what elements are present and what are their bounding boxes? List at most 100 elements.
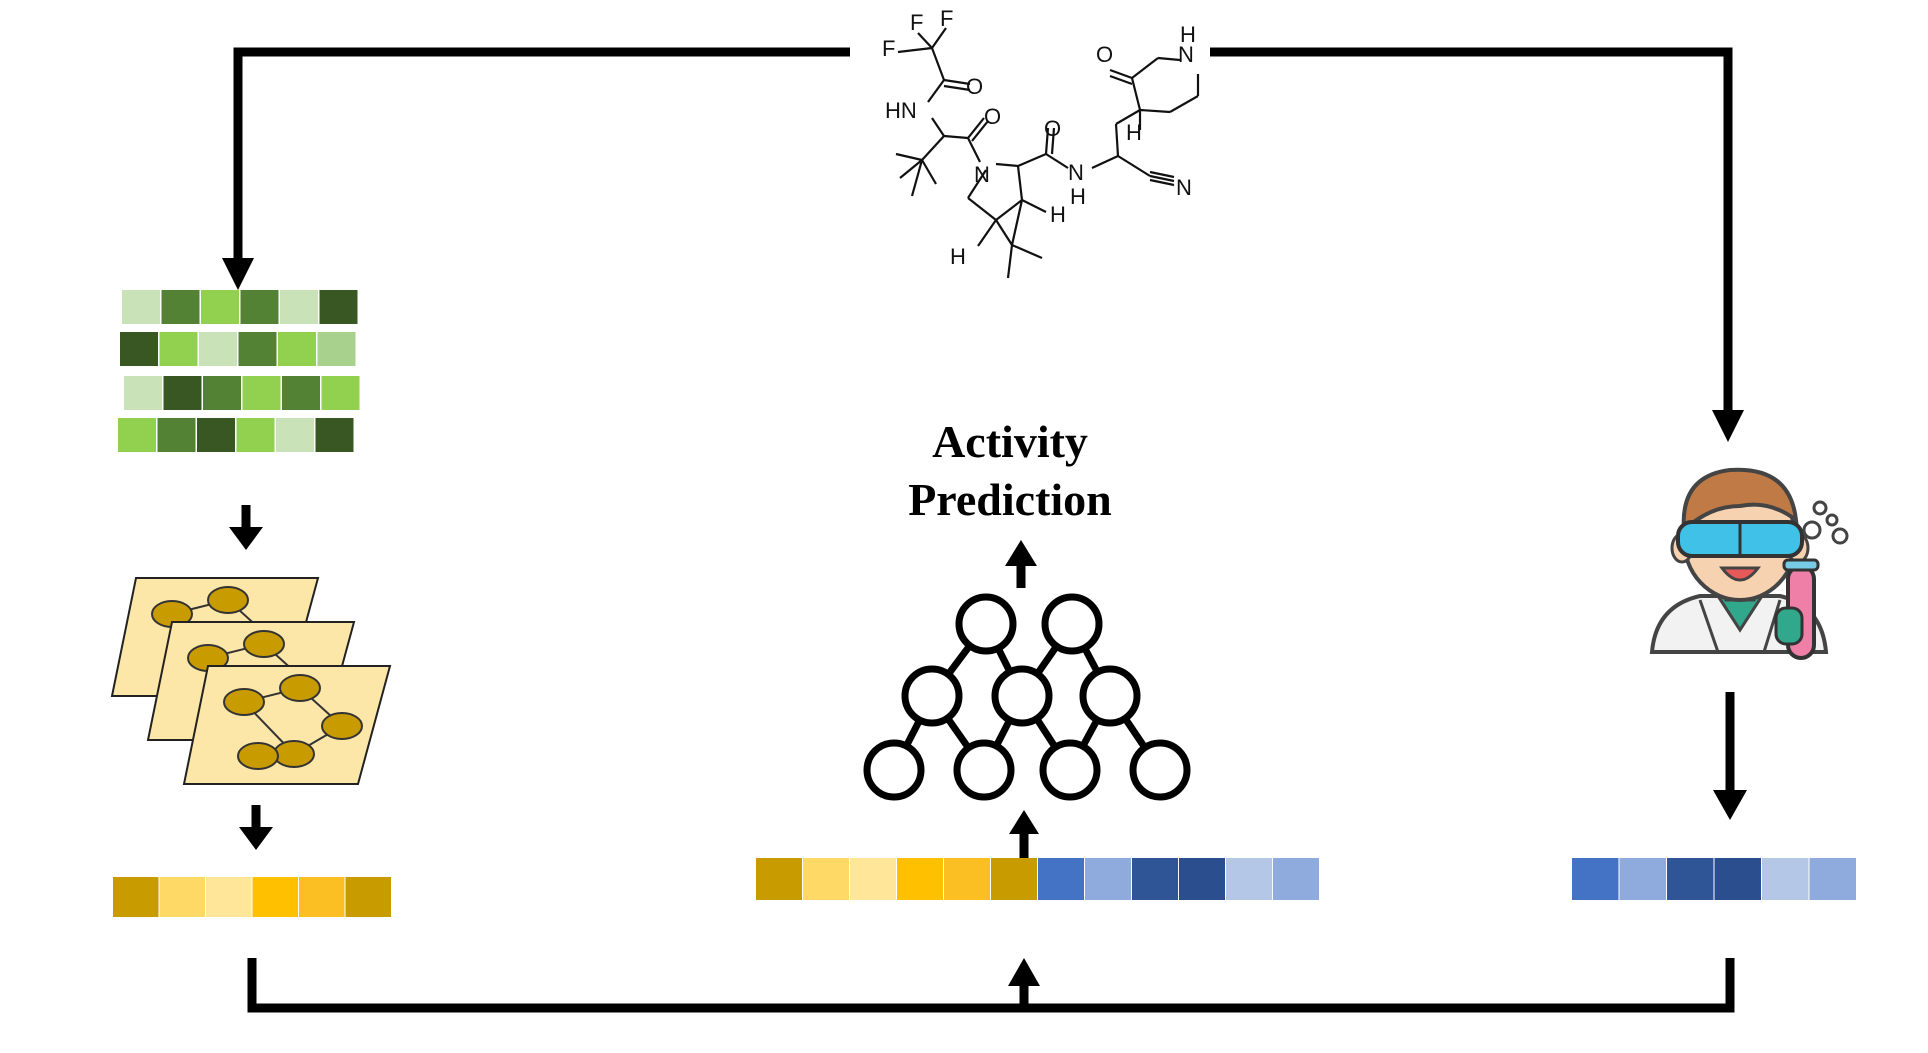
combined-embedding-vector <box>756 858 1319 900</box>
atom-label-o3: O <box>1044 116 1061 141</box>
graph-node <box>207 586 249 614</box>
embedding-cell <box>206 877 252 917</box>
arrow-head-to-scientist <box>1712 410 1744 442</box>
atom-label-n-nitrile: N <box>1176 175 1192 200</box>
graph-embedding-vector <box>113 877 391 917</box>
atom-label-f3: F <box>882 36 895 61</box>
embedding-cell <box>850 858 896 900</box>
graph-node <box>223 688 265 716</box>
fingerprint-cell <box>238 332 277 366</box>
embedding-cell <box>1179 858 1225 900</box>
atom-label-o4: O <box>1096 42 1113 67</box>
arrow-head-fp-to-graph <box>229 527 263 550</box>
arrow-head-to-fingerprint <box>222 258 254 290</box>
atom-label-n-ring: N <box>1178 42 1194 67</box>
graph-node <box>237 742 279 770</box>
fingerprint-cell <box>315 418 354 452</box>
atom-label-f2: F <box>940 6 953 31</box>
atom-label-n-ring-h: H <box>1180 22 1196 47</box>
activity-prediction-title-line1: Activity <box>932 416 1088 467</box>
arrow-head-network-to-prediction <box>1005 540 1037 566</box>
embedding-cell <box>1714 858 1761 900</box>
embedding-cell <box>1809 858 1856 900</box>
network-node <box>1079 665 1141 727</box>
network-node <box>863 739 925 801</box>
top-connector-left <box>233 47 850 258</box>
fingerprint-cell <box>282 376 320 410</box>
fingerprint-cell <box>118 418 156 452</box>
network-node <box>991 665 1053 727</box>
atom-label-nh: N <box>1068 160 1084 185</box>
fingerprint-cell <box>278 332 316 366</box>
embedding-cell <box>252 877 298 917</box>
fingerprint-cell <box>197 418 235 452</box>
embedding-cell <box>756 858 802 900</box>
molecule-structure <box>895 27 1200 279</box>
fingerprint-cell <box>319 290 358 324</box>
top-connector-right <box>1210 47 1733 410</box>
fingerprint-cell <box>317 332 356 366</box>
atom-label-h1: H <box>1050 202 1066 227</box>
network-node <box>901 665 963 727</box>
embedding-cell <box>299 877 345 917</box>
neural-network-icon <box>863 593 1191 801</box>
embedding-cell <box>1619 858 1666 900</box>
embedding-cell <box>944 858 990 900</box>
fingerprint-cell <box>161 290 200 324</box>
embedding-cell <box>1038 858 1084 900</box>
fingerprint-matrix <box>118 290 360 452</box>
embedding-cell <box>1273 858 1319 900</box>
graph-node <box>321 712 363 740</box>
atom-label-o1: O <box>966 74 983 99</box>
atom-label-o2: O <box>984 104 1001 129</box>
fingerprint-cell <box>240 290 279 324</box>
embedding-cell <box>1132 858 1178 900</box>
fingerprint-cell <box>122 290 160 324</box>
embedding-cell <box>345 877 391 917</box>
assay-embedding-vector <box>1572 858 1856 900</box>
graph-node <box>243 630 285 658</box>
arrow-head-scientist-to-embedding <box>1713 790 1747 820</box>
fingerprint-cell <box>120 332 158 366</box>
network-node <box>1129 739 1191 801</box>
fingerprint-cell <box>276 418 314 452</box>
network-node <box>955 593 1017 655</box>
bottom-connector <box>247 958 1735 1013</box>
fingerprint-cell <box>280 290 318 324</box>
graph-sheet <box>182 665 392 785</box>
embedding-cell <box>803 858 849 900</box>
atom-label-hn: HN <box>885 98 917 123</box>
embedding-cell <box>991 858 1037 900</box>
fingerprint-cell <box>201 290 239 324</box>
fingerprint-cell <box>236 418 275 452</box>
fingerprint-cell <box>199 332 237 366</box>
fingerprint-cell <box>163 376 202 410</box>
embedding-cell <box>897 858 943 900</box>
network-node <box>1039 739 1101 801</box>
arrow-head-to-combined-embedding <box>1008 958 1040 986</box>
atom-label-n1: N <box>974 162 990 187</box>
activity-prediction-title-line2: Prediction <box>908 474 1112 525</box>
fingerprint-cell <box>124 376 162 410</box>
embedding-cell <box>1667 858 1714 900</box>
graph-node <box>273 740 315 768</box>
molecular-graph-stack-icon <box>110 577 392 785</box>
scientist-icon <box>1649 467 1849 660</box>
fingerprint-cell <box>242 376 281 410</box>
embedding-cell <box>1226 858 1272 900</box>
embedding-cell <box>1762 858 1809 900</box>
arrow-head-graph-to-embedding <box>239 827 273 850</box>
fingerprint-cell <box>159 332 198 366</box>
atom-label-h3: H <box>1126 120 1142 145</box>
graph-node <box>279 674 321 702</box>
embedding-cell <box>113 877 159 917</box>
fingerprint-cell <box>157 418 196 452</box>
fingerprint-cell <box>321 376 360 410</box>
network-node <box>1041 593 1103 655</box>
embedding-cell <box>1085 858 1131 900</box>
network-node <box>953 739 1015 801</box>
embedding-cell <box>1572 858 1619 900</box>
